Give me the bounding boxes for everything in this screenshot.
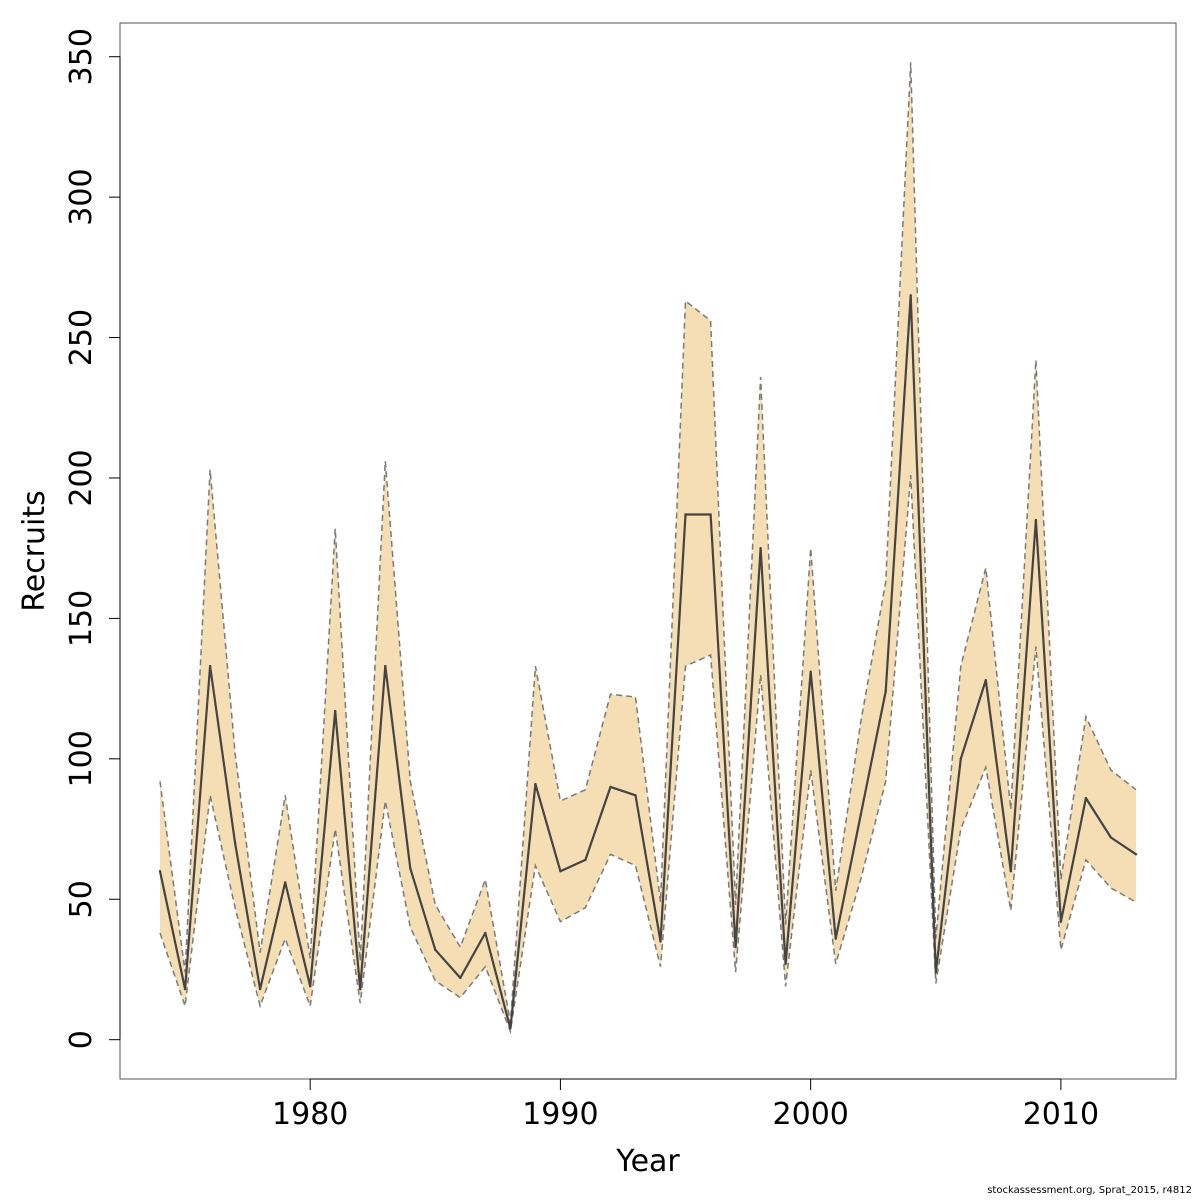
data-point — [634, 794, 637, 797]
y-tick-label: 150 — [64, 590, 99, 647]
data-point — [1084, 796, 1088, 800]
data-point — [1034, 518, 1038, 522]
data-point — [834, 937, 837, 940]
x-tick-label: 2010 — [1023, 1097, 1099, 1132]
y-tick-label: 300 — [64, 168, 99, 225]
data-point — [534, 782, 537, 786]
data-point — [659, 940, 662, 943]
upper-bound-line — [159, 62, 1137, 1023]
y-axis-title: Recruits — [17, 490, 52, 612]
confidence-band — [160, 62, 1136, 1032]
credit-text: stockassessment.org, Sprat_2015, r4812 — [987, 1185, 1192, 1196]
y-tick-label: 350 — [64, 28, 99, 85]
data-point — [1009, 870, 1012, 873]
data-point — [784, 962, 787, 966]
data-point — [484, 931, 487, 935]
y-tick-label: 50 — [64, 880, 99, 918]
y-tick-label: 200 — [64, 449, 99, 506]
y-tick-label: 0 — [64, 1030, 99, 1049]
lower-bound-line — [159, 475, 1137, 1035]
data-point — [1059, 920, 1063, 923]
data-point — [934, 971, 937, 974]
data-point — [334, 709, 337, 713]
data-point — [434, 948, 437, 951]
data-point — [884, 690, 887, 693]
y-tick-label: 100 — [64, 730, 99, 787]
data-point — [609, 785, 612, 789]
data-point — [959, 757, 962, 760]
data-point — [183, 987, 187, 991]
data-point — [984, 679, 987, 682]
data-point — [859, 813, 862, 817]
data-point — [509, 1027, 512, 1030]
x-axis: 1980 1990 2000 2010 — [272, 1078, 1099, 1132]
y-axis: 0 50 100 150 200 250 300 350 — [64, 28, 121, 1049]
data-point — [459, 976, 462, 980]
data-point — [709, 513, 712, 516]
plot-area — [158, 62, 1138, 1035]
data-point — [1134, 853, 1138, 856]
data-point — [1109, 836, 1113, 839]
data-point — [258, 987, 262, 991]
x-tick-label: 1980 — [272, 1097, 348, 1132]
data-point — [684, 513, 687, 516]
data-point — [409, 867, 412, 870]
recruits-estimate-line — [158, 294, 1137, 1030]
data-point — [208, 664, 212, 668]
x-tick-label: 1990 — [522, 1097, 598, 1132]
data-point — [559, 870, 562, 873]
data-point — [734, 945, 737, 949]
data-point — [309, 985, 312, 988]
data-point — [284, 881, 287, 884]
data-point — [909, 294, 912, 297]
data-point — [809, 670, 812, 673]
data-point — [158, 870, 162, 873]
x-tick-label: 2000 — [773, 1097, 849, 1132]
y-tick-label: 250 — [64, 309, 99, 366]
data-point — [759, 547, 762, 550]
data-point — [359, 987, 362, 991]
x-axis-title: Year — [615, 1144, 680, 1179]
data-point — [384, 664, 387, 668]
data-point — [233, 841, 237, 845]
data-point — [584, 858, 587, 862]
